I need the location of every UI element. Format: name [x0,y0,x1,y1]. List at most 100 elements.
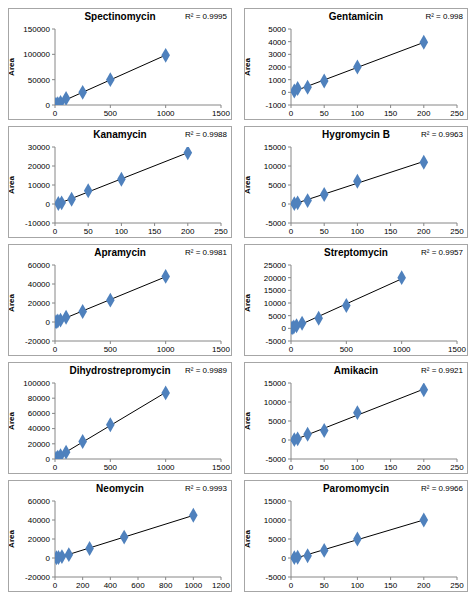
svg-text:150: 150 [384,227,398,236]
svg-text:0: 0 [46,554,51,563]
svg-text:1000: 1000 [157,109,175,118]
svg-text:Area: Area [9,530,16,548]
svg-text:100000: 100000 [23,379,50,388]
svg-text:0: 0 [289,109,294,118]
svg-text:200: 200 [417,109,431,118]
svg-text:50: 50 [320,227,329,236]
svg-text:-5000: -5000 [266,219,287,228]
svg-text:250: 250 [450,227,464,236]
svg-text:3000: 3000 [268,50,286,59]
svg-text:Area: Area [9,176,16,194]
svg-text:50: 50 [320,463,329,472]
svg-text:100: 100 [351,227,365,236]
svg-text:0: 0 [53,581,58,590]
svg-text:20000: 20000 [28,440,51,449]
svg-text:200: 200 [417,463,431,472]
svg-text:20000: 20000 [28,299,51,308]
svg-text:Area: Area [245,176,252,194]
svg-text:1500: 1500 [212,109,230,118]
svg-text:1000: 1000 [157,463,175,472]
svg-text:15000: 15000 [264,497,287,506]
svg-text:10000: 10000 [264,516,287,525]
svg-text:0: 0 [282,554,287,563]
svg-text:Area: Area [245,412,252,430]
svg-text:60000: 60000 [28,497,51,506]
svg-text:150: 150 [384,109,398,118]
svg-text:200: 200 [181,227,195,236]
svg-text:600: 600 [131,581,145,590]
svg-text:10000: 10000 [264,398,287,407]
svg-text:10000: 10000 [264,299,287,308]
svg-text:-5000: -5000 [266,573,287,582]
svg-text:Area: Area [9,294,16,312]
svg-text:100: 100 [351,581,365,590]
svg-text:250: 250 [450,581,464,590]
svg-text:100000: 100000 [23,50,50,59]
svg-text:15000: 15000 [264,143,287,152]
svg-text:Area: Area [245,294,252,312]
svg-text:5000: 5000 [268,181,286,190]
svg-text:0: 0 [53,463,58,472]
svg-text:250: 250 [450,109,464,118]
svg-text:Area: Area [245,530,252,548]
svg-text:-5000: -5000 [266,337,287,346]
svg-text:-1000: -1000 [266,101,287,110]
svg-text:0: 0 [46,318,51,327]
svg-text:0: 0 [289,345,294,354]
svg-text:800: 800 [159,581,173,590]
svg-text:40000: 40000 [28,280,51,289]
svg-text:0: 0 [46,455,51,464]
svg-text:40000: 40000 [28,424,51,433]
svg-text:500: 500 [340,345,354,354]
svg-text:100: 100 [351,109,365,118]
svg-text:20000: 20000 [28,535,51,544]
svg-text:1000: 1000 [157,345,175,354]
svg-text:30000: 30000 [28,143,51,152]
svg-text:5000: 5000 [268,25,286,34]
svg-text:40000: 40000 [28,516,51,525]
svg-text:50: 50 [320,109,329,118]
svg-text:250: 250 [214,227,228,236]
svg-text:150: 150 [148,227,162,236]
svg-text:200: 200 [417,227,431,236]
svg-text:1500: 1500 [212,463,230,472]
svg-text:0: 0 [282,200,287,209]
svg-text:-10000: -10000 [25,219,50,228]
svg-text:1500: 1500 [212,345,230,354]
svg-text:500: 500 [104,345,118,354]
svg-text:0: 0 [53,227,58,236]
svg-text:Area: Area [245,58,252,76]
svg-text:80000: 80000 [28,394,51,403]
svg-text:200: 200 [417,581,431,590]
svg-text:5000: 5000 [268,535,286,544]
svg-text:0: 0 [289,581,294,590]
svg-text:10000: 10000 [28,181,51,190]
svg-text:25000: 25000 [264,261,287,270]
svg-text:0: 0 [53,345,58,354]
svg-text:400: 400 [104,581,118,590]
svg-text:5000: 5000 [268,417,286,426]
svg-text:1000: 1000 [393,345,411,354]
svg-text:50000: 50000 [28,76,51,85]
svg-text:4000: 4000 [268,38,286,47]
svg-text:150: 150 [384,581,398,590]
svg-text:-20000: -20000 [25,337,50,346]
svg-text:0: 0 [282,88,287,97]
svg-text:60000: 60000 [28,409,51,418]
svg-text:1000: 1000 [268,76,286,85]
svg-text:150000: 150000 [23,25,50,34]
svg-text:15000: 15000 [264,286,287,295]
svg-text:150: 150 [384,463,398,472]
svg-text:10000: 10000 [264,162,287,171]
svg-text:0: 0 [282,436,287,445]
svg-text:20000: 20000 [264,274,287,283]
svg-text:0: 0 [282,324,287,333]
svg-text:1000: 1000 [184,581,202,590]
svg-text:50: 50 [320,581,329,590]
svg-text:-20000: -20000 [25,573,50,582]
svg-text:0: 0 [46,101,51,110]
svg-text:0: 0 [53,109,58,118]
svg-text:200: 200 [76,581,90,590]
svg-text:15000: 15000 [264,379,287,388]
svg-text:-5000: -5000 [266,455,287,464]
